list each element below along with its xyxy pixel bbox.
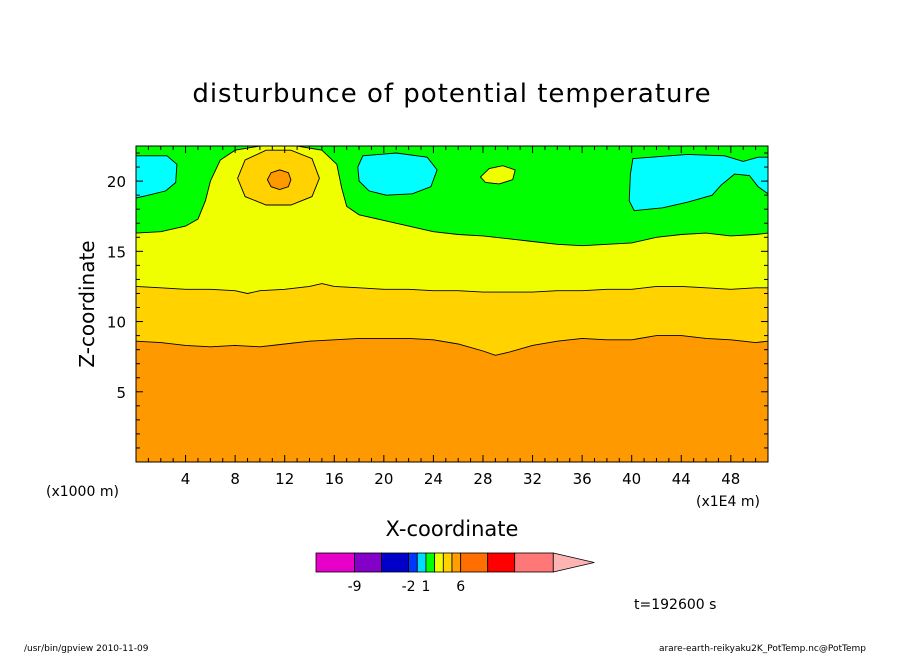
- x-tick-label: 36: [573, 470, 592, 488]
- y-tick-label: 5: [116, 384, 126, 402]
- y-tick-label: 10: [107, 314, 126, 332]
- time-label: t=192600 s: [634, 597, 716, 613]
- colorbar-segment: [451, 552, 462, 573]
- colorbar-label: -2: [402, 579, 416, 595]
- x-unit-right: (x1E4 m): [696, 494, 760, 510]
- x-tick-label: 4: [181, 470, 191, 488]
- colorbar-label: 1: [421, 579, 430, 595]
- footer-left: /usr/bin/gpview 2010-11-09: [24, 644, 149, 654]
- x-tick-label: 8: [230, 470, 240, 488]
- x-tick-label: 28: [473, 470, 492, 488]
- x-tick-label: 48: [721, 470, 740, 488]
- x-tick-label: 24: [424, 470, 443, 488]
- contour-region: [479, 165, 516, 185]
- x-tick-label: 40: [622, 470, 641, 488]
- contour-line: [136, 283, 768, 294]
- colorbar: -9 -2 1 6: [315, 552, 595, 595]
- colorbar-segment: [442, 552, 453, 573]
- contour-line: [136, 335, 768, 356]
- colorbar-segment: [514, 552, 554, 573]
- y-tick-label: 15: [107, 243, 126, 261]
- colorbar-label: 6: [456, 579, 465, 595]
- colorbar-segment: [381, 552, 409, 573]
- colorbar-segment: [460, 552, 489, 573]
- chart-title: disturbunce of potential temperature: [192, 79, 711, 109]
- x-tick-label: 20: [374, 470, 393, 488]
- colorbar-segment: [354, 552, 382, 573]
- level-fill-band: [136, 146, 768, 246]
- colorbar-segment: [434, 552, 444, 573]
- contour-region: [628, 153, 768, 212]
- colorbar-segment: [425, 552, 436, 573]
- y-tick-label: 20: [107, 173, 126, 191]
- contour-region: [136, 155, 178, 199]
- colorbar-label: -9: [348, 579, 362, 595]
- plot-frame: [135, 145, 769, 463]
- contour-fills: [136, 146, 768, 462]
- contour-lines: [136, 146, 768, 356]
- contour-region: [357, 152, 438, 196]
- x-tick-label: 44: [672, 470, 691, 488]
- x-tick-label: 16: [325, 470, 344, 488]
- contour-line: [136, 146, 768, 247]
- colorbar-extension: [552, 552, 595, 573]
- colorbar-segment: [487, 552, 516, 573]
- colorbar-segment: [315, 552, 355, 573]
- colorbar-segment: [408, 552, 418, 573]
- y-axis-label: Z-coordinate: [75, 240, 99, 367]
- footer-right: arare-earth-reikyaku2K_PotTemp.nc@PotTem…: [659, 644, 866, 654]
- colorbar-segment: [416, 552, 427, 573]
- contour-region: [266, 169, 292, 190]
- x-axis-label: X-coordinate: [386, 517, 519, 541]
- x-tick-label: 32: [523, 470, 542, 488]
- x-unit-left: (x1000 m): [46, 484, 119, 500]
- x-tick-label: 12: [275, 470, 294, 488]
